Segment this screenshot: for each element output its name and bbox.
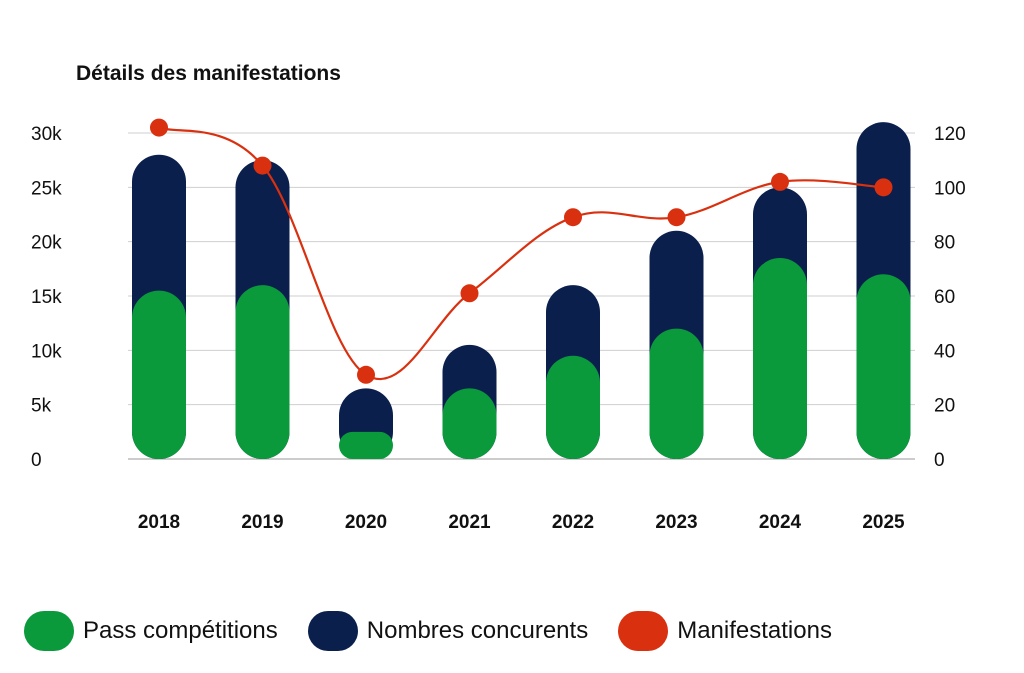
bar-pass-2025 bbox=[856, 274, 911, 459]
bar-pass-2024 bbox=[753, 257, 807, 459]
category-label-2021: 2021 bbox=[448, 512, 491, 533]
point-manifestations-2023 bbox=[667, 208, 686, 227]
line-series bbox=[150, 118, 893, 384]
bar-pass-2020 bbox=[339, 431, 393, 459]
right-tick-label: 120 bbox=[934, 124, 966, 145]
legend-item-manifestations: Manifestations bbox=[618, 611, 832, 651]
legend-item-concurrents: Nombres concurents bbox=[307, 611, 589, 651]
point-manifestations-2020 bbox=[357, 365, 375, 384]
legend-swatch-concurrents bbox=[307, 611, 358, 651]
bar-pass-2022 bbox=[546, 355, 600, 459]
right-tick-label: 40 bbox=[934, 341, 955, 362]
category-label-2018: 2018 bbox=[138, 512, 180, 533]
category-label-2022: 2022 bbox=[552, 512, 594, 533]
point-manifestations-2024 bbox=[771, 172, 789, 191]
left-tick-label: 0 bbox=[31, 450, 42, 471]
point-manifestations-2022 bbox=[564, 208, 582, 227]
legend-swatch-manifestations bbox=[618, 611, 669, 651]
chart-title: Détails des manifestations bbox=[76, 62, 341, 85]
left-tick-label: 30k bbox=[31, 124, 62, 145]
point-manifestations-2019 bbox=[253, 156, 272, 175]
left-tick-label: 15k bbox=[31, 287, 62, 308]
legend-label-concurrents: Nombres concurents bbox=[366, 617, 589, 644]
left-axis-ticks: 0 5k 10k 15k 20k 25k 30k bbox=[31, 124, 62, 471]
category-label-2023: 2023 bbox=[655, 512, 697, 533]
bars bbox=[132, 122, 911, 460]
legend: Pass compétitions Nombres concurents Man… bbox=[24, 608, 862, 654]
point-manifestations-2021 bbox=[460, 284, 479, 303]
category-label-2024: 2024 bbox=[759, 512, 802, 533]
category-label-2020: 2020 bbox=[345, 512, 387, 533]
legend-swatch-pass bbox=[24, 611, 74, 651]
left-tick-label: 5k bbox=[31, 396, 52, 417]
category-label-2019: 2019 bbox=[241, 512, 283, 533]
line-manifestations bbox=[158, 126, 884, 381]
right-axis-ticks: 0 20 40 60 80 100 120 bbox=[934, 124, 966, 471]
bar-pass-2021 bbox=[442, 388, 497, 459]
right-tick-label: 80 bbox=[934, 233, 955, 254]
category-label-2025: 2025 bbox=[862, 512, 905, 533]
left-tick-label: 25k bbox=[31, 178, 62, 199]
legend-label-manifestations: Manifestations bbox=[677, 617, 832, 644]
bar-pass-2023 bbox=[649, 328, 704, 459]
right-tick-label: 100 bbox=[934, 178, 966, 199]
bar-pass-2018 bbox=[132, 290, 186, 459]
legend-label-pass: Pass compétitions bbox=[83, 617, 278, 644]
category-labels: 2018 2019 2020 2021 2022 2023 2024 2025 bbox=[138, 512, 905, 533]
bar-pass-2019 bbox=[235, 285, 290, 459]
point-manifestations-2025 bbox=[874, 178, 893, 197]
left-tick-label: 10k bbox=[31, 341, 62, 362]
legend-item-pass: Pass compétitions bbox=[24, 611, 278, 651]
right-tick-label: 0 bbox=[934, 450, 945, 471]
left-tick-label: 20k bbox=[31, 233, 62, 254]
point-manifestations-2018 bbox=[150, 118, 168, 137]
right-tick-label: 20 bbox=[934, 396, 955, 417]
right-tick-label: 60 bbox=[934, 287, 955, 308]
